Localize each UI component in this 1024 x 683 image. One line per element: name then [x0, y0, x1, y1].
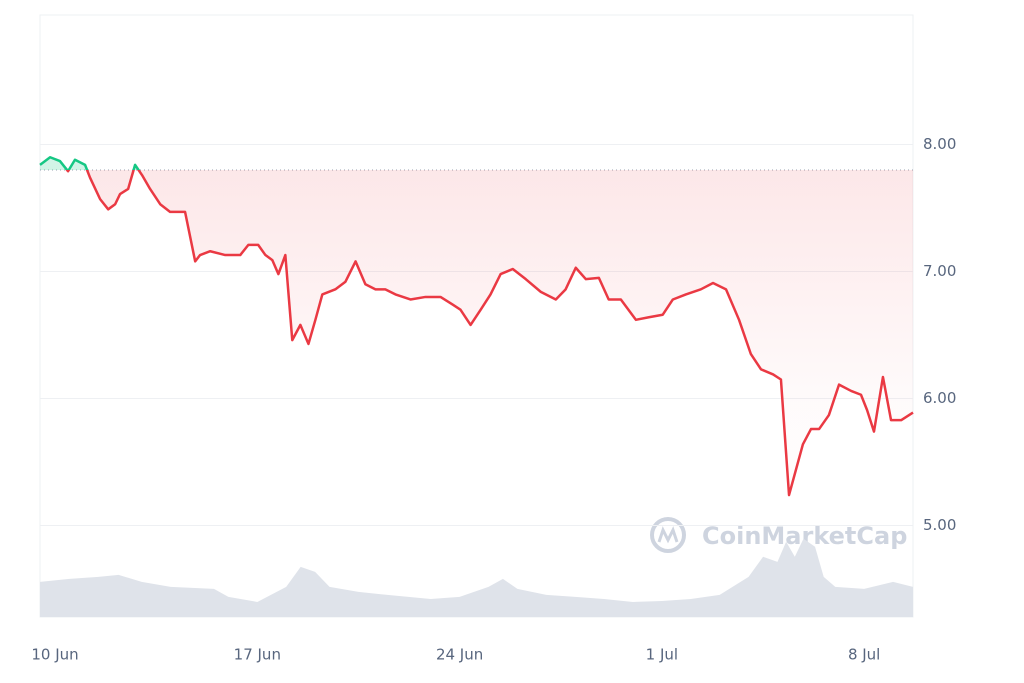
- volume-area: [40, 538, 913, 617]
- y-tick-label: 5.00: [923, 516, 956, 534]
- watermark: CoinMarketCap: [650, 517, 907, 553]
- price-line: [39, 155, 914, 497]
- x-tick-label: 1 Jul: [646, 646, 678, 664]
- y-tick-label: 8.00: [923, 135, 956, 153]
- x-tick-label: 24 Jun: [436, 646, 483, 664]
- y-tick-label: 7.00: [923, 262, 956, 280]
- x-tick-label: 8 Jul: [848, 646, 880, 664]
- y-tick-label: 6.00: [923, 389, 956, 407]
- x-tick-label: 17 Jun: [234, 646, 281, 664]
- price-area: [40, 157, 913, 496]
- x-tick-label: 10 Jun: [31, 646, 78, 664]
